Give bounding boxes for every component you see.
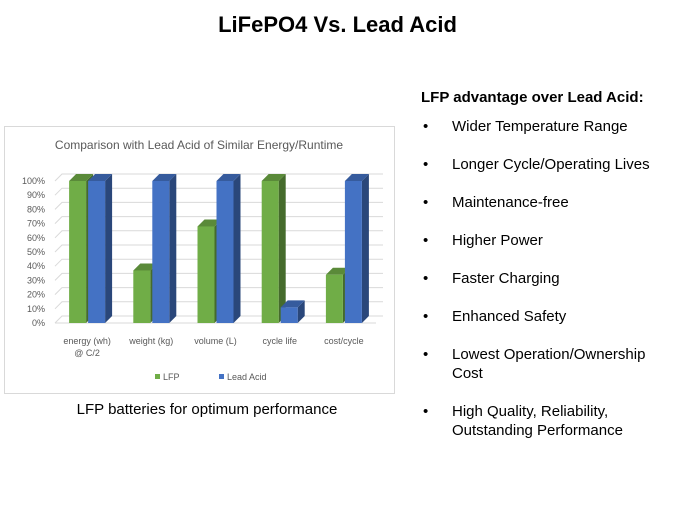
y-tick-label: 50% <box>27 247 45 257</box>
bar-side <box>297 300 305 323</box>
bar-side <box>361 174 369 323</box>
bullet-glyph: • <box>423 118 429 135</box>
comparison-chart: Comparison with Lead Acid of Similar Ene… <box>4 126 395 394</box>
y-tick-label: 60% <box>27 233 45 243</box>
advantages-panel: LFP advantage over Lead Acid: • Wider Tem… <box>421 88 671 440</box>
advantage-text: Outstanding Performance <box>452 422 623 439</box>
bar-lead-acid <box>344 181 362 323</box>
y-tick-label: 40% <box>27 261 45 271</box>
y-tick-label: 0% <box>32 318 45 328</box>
advantage-item: • Longer Cycle/Operating Lives <box>421 155 671 174</box>
advantage-item: • Maintenance-free <box>421 193 671 212</box>
advantage-text: Maintenance-free <box>452 194 569 211</box>
advantage-text: Faster Charging <box>452 270 560 287</box>
bar-lfp <box>325 274 343 323</box>
x-tick-label: cycle life <box>262 336 297 346</box>
chart-title: Comparison with Lead Acid of Similar Ene… <box>55 138 343 152</box>
advantage-item: • Higher Power <box>421 231 671 250</box>
advantage-text: Wider Temperature Range <box>452 118 628 135</box>
bar-lead-acid <box>152 181 170 323</box>
x-tick-label: weight (kg) <box>128 336 173 346</box>
y-tick-label: 10% <box>27 304 45 314</box>
advantage-text: High Quality, Reliability, <box>452 403 609 420</box>
y-tick-label: 100% <box>22 176 45 186</box>
bar-lfp <box>69 181 87 323</box>
slide-title: LiFePO4 Vs. Lead Acid <box>218 12 457 37</box>
bar-top <box>261 174 286 181</box>
bar-top <box>133 263 158 271</box>
bar-lfp <box>133 270 151 323</box>
bullet-glyph: • <box>423 346 429 363</box>
advantage-item: • Wider Temperature Range <box>421 117 671 136</box>
bar-lfp <box>261 181 279 323</box>
legend-swatch <box>219 374 224 379</box>
bullet-glyph: • <box>423 403 429 420</box>
advantage-item: • High Quality, Reliability, Outstanding P… <box>421 402 671 440</box>
legend-swatch <box>155 374 160 379</box>
bullet-glyph: • <box>423 270 429 287</box>
y-tick-label: 90% <box>27 190 45 200</box>
bar-top <box>325 267 350 275</box>
bar-lead-acid <box>216 181 234 323</box>
advantage-text: Enhanced Safety <box>452 308 567 325</box>
advantages-list: • Wider Temperature Range • Longer Cycle/Op… <box>421 117 671 440</box>
bar-side <box>169 174 177 323</box>
bullet-glyph: • <box>423 194 429 211</box>
x-tick-label: cost/cycle <box>324 336 364 346</box>
bar-lead-acid <box>280 307 298 323</box>
bullet-glyph: • <box>423 308 429 325</box>
bar-top <box>280 300 305 308</box>
y-tick-label: 30% <box>27 275 45 285</box>
bullet-glyph: • <box>423 232 429 249</box>
bullet-glyph: • <box>423 156 429 173</box>
bar-lfp <box>197 226 215 323</box>
chart-caption: LFP batteries for optimum performance <box>76 401 338 418</box>
bar-top <box>69 174 94 181</box>
bar-side <box>105 174 113 323</box>
advantage-text: Lowest Operation/Ownership <box>452 346 646 363</box>
advantage-text: Cost <box>452 365 483 382</box>
advantage-item: • Faster Charging <box>421 269 671 288</box>
legend-label: LFP <box>163 372 180 382</box>
legend-label: Lead Acid <box>227 372 267 382</box>
y-tick-label: 20% <box>27 290 45 300</box>
bar-side <box>278 174 286 323</box>
advantage-text: Higher Power <box>452 232 543 249</box>
advantage-item: • Lowest Operation/Ownership Cost <box>421 345 671 383</box>
advantage-item: • Enhanced Safety <box>421 307 671 326</box>
x-tick-label: @ C/2 <box>74 348 100 358</box>
bar-side <box>233 174 241 323</box>
bar-top <box>197 219 222 227</box>
bar-top <box>152 174 177 181</box>
advantage-text: Longer Cycle/Operating Lives <box>452 156 650 173</box>
y-tick-label: 80% <box>27 204 45 214</box>
bar-top <box>88 174 113 181</box>
x-tick-label: energy (wh) <box>63 336 111 346</box>
advantages-heading: LFP advantage over Lead Acid: <box>421 89 644 106</box>
bar-top <box>344 174 369 181</box>
x-tick-label: volume (L) <box>194 336 237 346</box>
y-tick-label: 70% <box>27 219 45 229</box>
bar-top <box>216 174 241 181</box>
bar-lead-acid <box>88 181 106 323</box>
bar-chart-svg: Comparison with Lead Acid of Similar Ene… <box>22 138 383 382</box>
